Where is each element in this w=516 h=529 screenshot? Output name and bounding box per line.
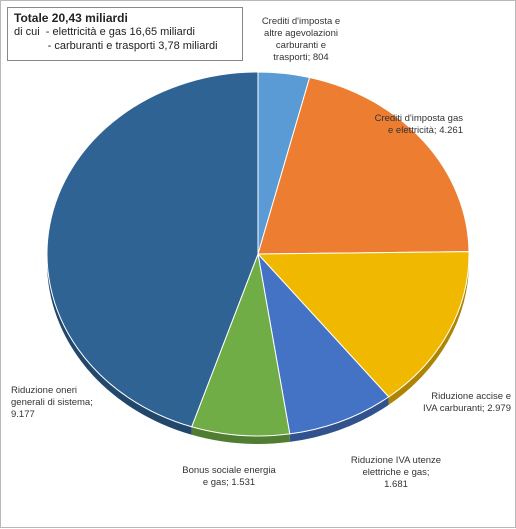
data-label-line: altre agevolazioni [264, 28, 338, 39]
data-label-line: Crediti d'imposta gas [375, 113, 464, 124]
data-label-crediti-d-imposta-e-altre-agevolazioni-carburanti-e-trasporti: Crediti d'imposta e altre agevolazioni car… [262, 16, 340, 63]
data-label-riduzione-iva-utenze-elettriche-e-gas: Riduzione IVA utenze elettriche e gas; 1.6… [351, 455, 441, 490]
data-label-line: e gas; 1.531 [203, 477, 255, 488]
data-label-line: Riduzione accise e [431, 391, 511, 402]
pie-slice-bonus-sociale-energia-e-gas [191, 252, 291, 437]
data-label-line: Riduzione oneri [11, 385, 77, 396]
data-label-line: carburanti e [276, 40, 326, 51]
pie-slice-crediti-d-imposta-gas-e-elettricit [257, 76, 470, 255]
summary-line-fuel-transport: - carburanti e trasporti 3,78 miliardi [14, 40, 218, 52]
data-label-line: Bonus sociale energia [182, 465, 276, 476]
pie-side-riduzione-iva-utenze-elettriche-e-gas [289, 396, 389, 442]
pie-slice-riduzione-oneri-generali-di-sistema [46, 71, 259, 428]
data-label-line: 1.681 [384, 479, 408, 490]
data-label-line: 9.177 [11, 409, 35, 420]
data-label-riduzione-oneri-generali-di-sistema: Riduzione oneri generali di sistema; 9.177 [11, 385, 93, 420]
data-label-line: trasporti; 804 [273, 52, 328, 63]
summary-line-electricity-gas: di cui - elettricità e gas 16,65 miliard… [14, 26, 195, 38]
data-label-line: e elettricità; 4.261 [388, 125, 463, 136]
data-label-line: generali di sistema; [11, 397, 93, 408]
data-label-riduzione-accise-e-iva-carburanti: Riduzione accise e IVA carburanti; 2.979 [423, 391, 511, 414]
pie-side-riduzione-accise-e-iva-carburanti [388, 254, 469, 405]
data-label-line: IVA carburanti; 2.979 [423, 403, 511, 414]
data-label-line: Riduzione IVA utenze [351, 455, 441, 466]
summary-title: Totale 20,43 miliardi [14, 11, 128, 25]
data-label-line: Crediti d'imposta e [262, 16, 340, 27]
data-label-bonus-sociale-energia-e-gas: Bonus sociale energia e gas; 1.531 [182, 465, 276, 488]
pie-side-riduzione-oneri-generali-di-sistema [47, 254, 192, 435]
pie-slice-riduzione-accise-e-iva-carburanti [256, 251, 470, 398]
data-label-crediti-d-imposta-gas-e-elettricit: Crediti d'imposta gas e elettricità; 4.26… [375, 113, 464, 136]
data-label-line: elettriche e gas; [362, 467, 429, 478]
pie-slices [46, 71, 470, 437]
summary-box: Totale 20,43 miliardi di cui - elettrici… [7, 7, 243, 61]
data-labels: Crediti d'imposta e altre agevolazioni car… [11, 16, 511, 490]
pie-slice-riduzione-iva-utenze-elettriche-e-gas [257, 252, 390, 435]
